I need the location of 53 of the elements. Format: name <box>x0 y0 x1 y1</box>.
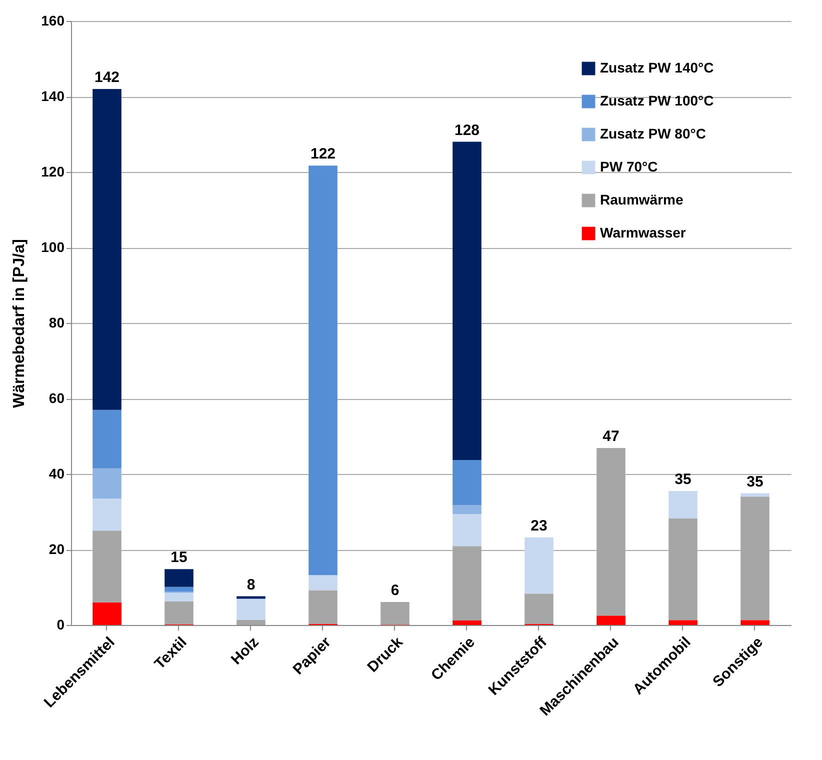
y-axis-title: Wärmebedarf in [PJ/a] <box>11 239 28 408</box>
total-label: 122 <box>310 146 336 163</box>
bar <box>308 166 338 576</box>
total-label: 47 <box>602 428 620 445</box>
bar <box>452 460 482 505</box>
bar <box>452 504 482 514</box>
y-tick-label: 140 <box>41 88 65 104</box>
y-tick-label: 100 <box>41 239 65 255</box>
y-tick-label: 20 <box>48 541 65 557</box>
legend-label: Zusatz PW 100°C <box>600 92 714 108</box>
total-label: 35 <box>746 473 764 490</box>
bar <box>164 586 194 592</box>
bar <box>380 602 410 625</box>
y-tick-label: 40 <box>48 466 65 482</box>
y-tick-label: 120 <box>41 164 65 180</box>
y-tick-label: 0 <box>56 616 65 632</box>
y-tick-label: 80 <box>48 314 65 330</box>
bar <box>668 620 698 625</box>
legend-label: Zusatz PW 80°C <box>600 126 706 142</box>
bar <box>92 468 122 499</box>
bar <box>668 490 698 519</box>
bar <box>92 498 122 531</box>
bar <box>740 620 770 625</box>
legend-label: PW 70°C <box>600 158 658 174</box>
y-tick-label: 60 <box>48 390 65 406</box>
bar <box>92 410 122 468</box>
bar <box>596 616 626 625</box>
total-label: 128 <box>454 122 480 139</box>
total-label: 8 <box>246 576 256 594</box>
bar <box>236 596 266 599</box>
bar <box>164 569 194 587</box>
legend-label: Raumwärme <box>600 192 684 208</box>
legend-label: Zusatz PW 140°C <box>600 60 714 76</box>
bar <box>308 575 338 590</box>
bar <box>524 594 554 624</box>
bar <box>452 142 482 460</box>
bar <box>524 537 554 594</box>
total-label: 6 <box>390 582 400 599</box>
bar <box>452 620 482 625</box>
bar <box>236 620 266 625</box>
bar <box>236 598 266 620</box>
bar <box>452 514 482 546</box>
bar <box>164 601 194 624</box>
bar <box>308 590 338 624</box>
bar <box>164 592 194 602</box>
y-tick-label: 160 <box>41 12 65 28</box>
bar <box>92 602 122 625</box>
legend-label: Warmwasser <box>600 224 686 240</box>
bar <box>92 88 122 410</box>
total-label: 142 <box>94 68 120 86</box>
total-label: 23 <box>530 517 548 534</box>
total-label: 35 <box>674 470 692 488</box>
total-label: 15 <box>170 549 188 566</box>
